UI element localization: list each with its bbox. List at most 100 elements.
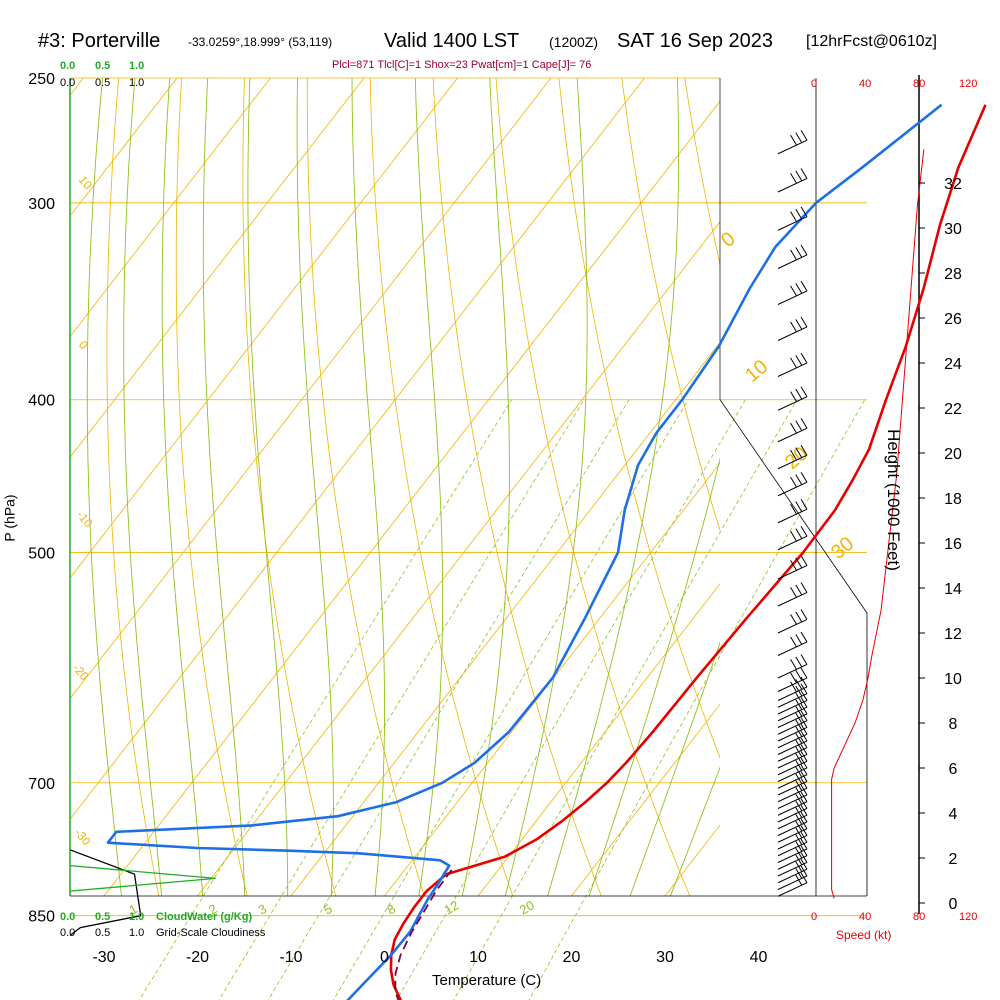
wind-barb-flag xyxy=(795,447,803,458)
wind-barb-flag xyxy=(790,321,797,333)
speed-tick: 40 xyxy=(859,911,872,923)
wind-barb-flag xyxy=(790,587,797,598)
moist-adiabat-line xyxy=(296,78,334,896)
isotherm-line xyxy=(70,78,645,820)
height-tick-label: 16 xyxy=(944,536,962,553)
cloud-tick: 0.5 xyxy=(95,77,111,89)
dry-adiabat-label: 0 xyxy=(717,228,740,252)
wind-barb-flag xyxy=(790,503,797,515)
cloud-tick: 1.0 xyxy=(129,77,145,89)
speed-tick: 0 xyxy=(811,78,818,90)
pressure-tick-label: 300 xyxy=(28,196,55,213)
wind-barb-flag xyxy=(795,319,803,330)
wind-barb-flag xyxy=(795,247,803,258)
wind-barb xyxy=(777,676,808,701)
wind-barb-flag xyxy=(800,168,808,179)
parcel-line xyxy=(394,865,456,1000)
wind-barb-shaft xyxy=(777,814,808,830)
dry-adiabat-line xyxy=(621,78,720,532)
speed-axis-label: Speed (kt) xyxy=(836,928,892,942)
wind-barb-flag xyxy=(790,285,797,297)
cloudiness-label: Grid-Scale Cloudiness xyxy=(156,927,266,939)
wind-barb-flag xyxy=(800,525,808,537)
pressure-tick-label: 400 xyxy=(28,393,55,410)
wind-barb-flag xyxy=(795,528,803,539)
speed-tick: 0 xyxy=(811,911,818,923)
height-tick-label: 6 xyxy=(949,761,958,778)
dry-adiabat-label: -20 xyxy=(70,661,92,684)
dry-adiabats xyxy=(70,78,720,896)
wind-barb xyxy=(777,206,808,231)
wind-barb-shaft xyxy=(777,767,808,782)
x-tick-label: -10 xyxy=(279,949,302,966)
x-tick-label: -20 xyxy=(186,949,209,966)
height-tick-label: 0 xyxy=(949,896,958,913)
wind-barb-flag xyxy=(790,614,797,625)
x-tick-label: 40 xyxy=(750,949,768,966)
temperature-line xyxy=(389,104,987,1000)
wind-barb-shaft xyxy=(777,641,808,656)
wind-barb-flag xyxy=(790,134,797,146)
moist-adiabat-line xyxy=(86,78,122,896)
x-tick-label: 0 xyxy=(380,949,389,966)
dry-adiabat-label: 10 xyxy=(741,356,772,387)
wind-barb-shaft xyxy=(777,664,808,679)
isotherm-line xyxy=(664,824,720,896)
pressure-tick-label: 700 xyxy=(28,776,55,793)
wind-barb-shaft xyxy=(777,216,808,231)
wind-barb xyxy=(777,609,808,634)
wind-barb xyxy=(777,471,808,497)
height-axis-label: Height (1000 Feet) xyxy=(883,429,903,571)
dry-adiabat-line xyxy=(306,78,425,896)
height-tick-label: 14 xyxy=(944,581,962,598)
wind-barb-shaft xyxy=(777,254,808,269)
cloud-tick: 0.0 xyxy=(60,77,76,89)
cloud-tick: 1.0 xyxy=(129,911,145,923)
mixing-ratio-label: 20 xyxy=(517,897,537,917)
mixing-ratio-line xyxy=(453,399,798,1000)
wind-barb-flag xyxy=(790,476,797,488)
wind-barb xyxy=(777,168,808,193)
wind-barb-shaft xyxy=(777,481,808,497)
wind-barb-flag xyxy=(800,206,808,217)
wind-barb-flag xyxy=(800,444,808,456)
isotherm-line xyxy=(570,703,720,896)
isotherm-line xyxy=(70,78,552,700)
wind-barb-shaft xyxy=(777,801,808,816)
wind-barb-shaft xyxy=(777,841,808,857)
dry-adiabat-line xyxy=(242,78,337,896)
height-tick-label: 24 xyxy=(944,356,962,373)
forecast-tag: [12hrFcst@0610z] xyxy=(806,33,937,50)
x-tick-label: -30 xyxy=(92,949,115,966)
wind-barb-shaft xyxy=(777,727,808,742)
wind-barb-shaft xyxy=(777,178,808,193)
isotherm-line xyxy=(70,78,365,458)
x-tick-label: 20 xyxy=(563,949,581,966)
stability-indices: Plcl=871 Tlcl[C]=1 Shox=23 Pwat[cm]=1 Ca… xyxy=(332,59,592,71)
wind-barb-flag xyxy=(795,420,803,431)
wind-barb-flag xyxy=(790,211,797,222)
isotherm-line xyxy=(70,78,271,338)
wind-barb-shaft xyxy=(777,396,808,411)
axes: -30-20-100102030402503004005007008501000… xyxy=(28,71,962,966)
cloudiness-profile xyxy=(69,849,216,937)
cloud-tick: 0.5 xyxy=(95,60,111,72)
wind-speed-profile xyxy=(831,149,925,899)
wind-barb-flag xyxy=(795,584,803,596)
wind-barb-shaft xyxy=(777,326,808,341)
wind-barb-shaft xyxy=(777,686,808,701)
wind-barb-flag xyxy=(795,170,803,182)
wind-barb-flag xyxy=(790,422,797,434)
wind-barb xyxy=(777,555,808,580)
wind-barb-shaft xyxy=(777,713,808,728)
mixing-ratio-lines: 1 2 3 5 8 12 20 xyxy=(126,399,866,1000)
wind-barb-shaft xyxy=(777,706,808,722)
moist-adiabat-line xyxy=(202,78,246,896)
wind-barb-shaft xyxy=(777,508,808,524)
speed-tick: 40 xyxy=(859,78,872,90)
wind-barb-flag xyxy=(800,582,808,593)
wind-barb-flag xyxy=(795,670,803,681)
wind-barb-flag xyxy=(800,498,808,510)
wind-barb-shaft xyxy=(777,774,808,789)
